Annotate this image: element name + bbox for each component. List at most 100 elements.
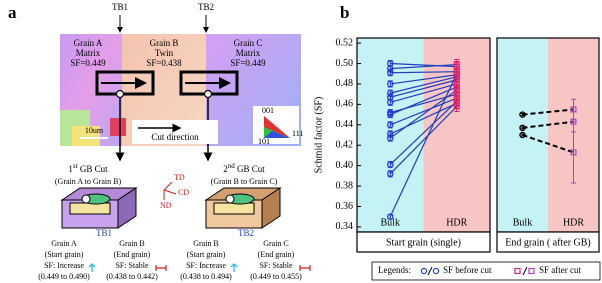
- cut-note: (0.438 to 0.442): [106, 272, 158, 281]
- series-line: [389, 73, 458, 217]
- panel-label: b: [340, 3, 349, 22]
- marker-after: [453, 70, 460, 77]
- axes-triad: [163, 181, 177, 200]
- x-tick-label: HDR: [563, 217, 584, 228]
- grain-sf: SF=0.449: [230, 58, 266, 68]
- legend-box: [371, 261, 601, 281]
- marker-before: [519, 131, 526, 139]
- xlabel-box: [496, 231, 600, 253]
- series-line: [389, 100, 458, 166]
- legend: SF before cut SF after cut: [420, 265, 581, 276]
- icon: [155, 265, 167, 271]
- series-line: [390, 76, 457, 94]
- series-line: [390, 83, 457, 103]
- marker-before: [386, 170, 394, 178]
- x-axis-label: Start grain (single): [386, 237, 461, 248]
- panel-label: a: [8, 3, 17, 22]
- cut-note: (0.438 to 0.494): [180, 272, 232, 281]
- error-bar: [454, 84, 460, 96]
- series-line: [389, 105, 458, 175]
- cut-subtitle: (Grain A to Grain B): [55, 177, 122, 186]
- marker-after: [453, 87, 460, 94]
- sample-block: [60, 187, 282, 229]
- grain-name: Grain C: [234, 38, 263, 48]
- cut-note: (End grain): [114, 250, 151, 259]
- icon: [230, 263, 238, 272]
- y-tick-label: 0.36: [336, 201, 354, 212]
- y-tick-label: 0.46: [336, 99, 354, 110]
- charts: Start grain (single) Bulk HDR 0.34 0.36 0.38 0…: [313, 37, 600, 253]
- series-line: [390, 62, 457, 68]
- cut-suffix: st: [73, 162, 78, 170]
- marker-after: [453, 103, 460, 110]
- grain-role: Matrix: [236, 48, 261, 58]
- series-line: [389, 102, 458, 135]
- xlabel-box: [356, 231, 491, 253]
- marker-before: [386, 111, 394, 118]
- error-bar: [520, 126, 525, 130]
- legend-marker: [514, 267, 521, 275]
- cut-note: SF: Increase: [44, 261, 84, 270]
- y-tick-label: 0.42: [336, 140, 354, 151]
- axis-label: TD: [174, 173, 185, 182]
- legend-label: SF before cut: [443, 265, 492, 275]
- grain-sf: SF=0.449: [70, 58, 106, 68]
- scale-label: 10um: [85, 126, 104, 135]
- x-tick-label: HDR: [446, 217, 467, 228]
- series-line: [390, 86, 457, 116]
- cut-box: [95, 70, 239, 162]
- series-line: [390, 79, 457, 98]
- boundary-label: TB2: [238, 228, 254, 238]
- boundary-label: TB1: [112, 2, 128, 12]
- error-bar: [454, 68, 460, 80]
- pole-label: 101: [258, 137, 270, 146]
- cut-suffix: nd: [228, 162, 236, 170]
- cut-subtitle: (Grain B to Grain C): [211, 177, 278, 186]
- cut-note: (0.449 to 0.490): [38, 272, 90, 281]
- y-axis-label: Schmid factor (SF): [313, 97, 324, 174]
- grain-role: Twin: [155, 48, 174, 58]
- series-line: [522, 108, 574, 116]
- boundary-label: TB1: [96, 228, 112, 238]
- cut-ordinal: 1: [68, 164, 73, 174]
- error-bar: [520, 133, 525, 137]
- marker-before: [386, 161, 394, 168]
- marker-before: [386, 80, 394, 88]
- error-bar: [571, 121, 576, 184]
- icon: [88, 263, 96, 272]
- series-line: [522, 120, 574, 129]
- boundary-label: TB2: [198, 2, 214, 12]
- cut-direction: Cut direction: [151, 132, 199, 142]
- marker-before: [386, 69, 394, 76]
- y-tick-label: 0.44: [336, 119, 354, 130]
- cut-note: (0.449 to 0.455): [250, 272, 302, 281]
- ipf-triangle: [253, 106, 299, 144]
- series-line: [522, 134, 574, 154]
- grain-name: Grain B: [150, 38, 179, 48]
- pole-label: 111: [292, 129, 303, 138]
- x-tick-label: Bulk: [513, 217, 532, 228]
- y-tick-label: 0.34: [336, 221, 354, 232]
- marker-before: [519, 111, 526, 118]
- x-axis-label: End grain ( after GB): [505, 237, 591, 248]
- y-tick-label: 0.40: [336, 160, 354, 171]
- axis-label: CD: [178, 188, 189, 197]
- cut-title-text: GB Cut: [78, 164, 109, 174]
- series-line: [390, 63, 457, 70]
- error-bar: [454, 100, 460, 113]
- pole-label: 001: [262, 106, 274, 115]
- y-tick-label: 0.38: [336, 180, 354, 191]
- legend-slash: [427, 266, 433, 276]
- marker-before: [386, 99, 394, 106]
- axis-label: ND: [160, 201, 172, 210]
- legend-slash: [522, 266, 528, 276]
- legend-title: Legends:: [378, 265, 411, 275]
- error-bar: [520, 113, 525, 117]
- cut-title: 2nd GB Cut: [223, 162, 265, 174]
- y-tick-label: 0.50: [336, 58, 354, 69]
- cut-notes: Grain A (Start grain) SF: Increase (0.449 t…: [38, 239, 311, 281]
- cut-note: Grain B: [193, 239, 219, 248]
- grain-sf: SF=0.438: [146, 58, 182, 68]
- cut-title-text: GB Cut: [235, 164, 266, 174]
